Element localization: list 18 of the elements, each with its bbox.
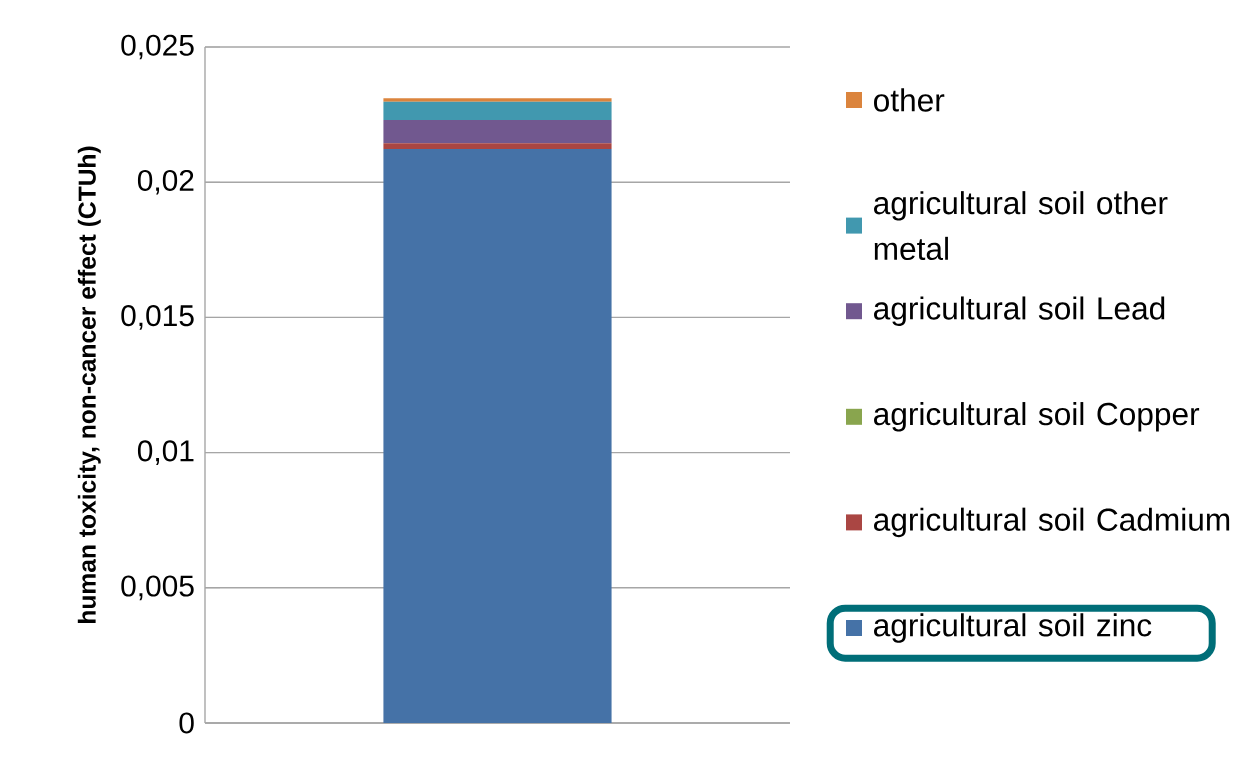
y-tick-label: 0,02: [137, 169, 194, 195]
legend-label: agricultural soil Cadmium: [874, 507, 1230, 538]
legend-label: agricultural soil Lead: [874, 296, 1165, 326]
y-tick-label: 0: [179, 712, 194, 734]
legend-label: agricultural soil other metal: [874, 191, 1168, 261]
bar: [383, 101, 612, 121]
y-tick-label: 0,01: [137, 440, 194, 465]
y-tick-label: 0,025: [121, 34, 194, 60]
legend-label: agricultural soil zinc: [874, 613, 1152, 643]
bar: [383, 143, 612, 149]
bar: [383, 120, 612, 144]
legend-label: other: [874, 88, 945, 112]
y-tick-label: 0,005: [121, 575, 194, 601]
bar: [383, 98, 612, 102]
y-axis-title: human toxicity, non-cancer effect (CTUh): [77, 146, 101, 623]
y-tick-label: 0,015: [121, 305, 194, 330]
legend-label: agricultural soil Copper: [874, 402, 1200, 432]
bar: [383, 148, 612, 723]
